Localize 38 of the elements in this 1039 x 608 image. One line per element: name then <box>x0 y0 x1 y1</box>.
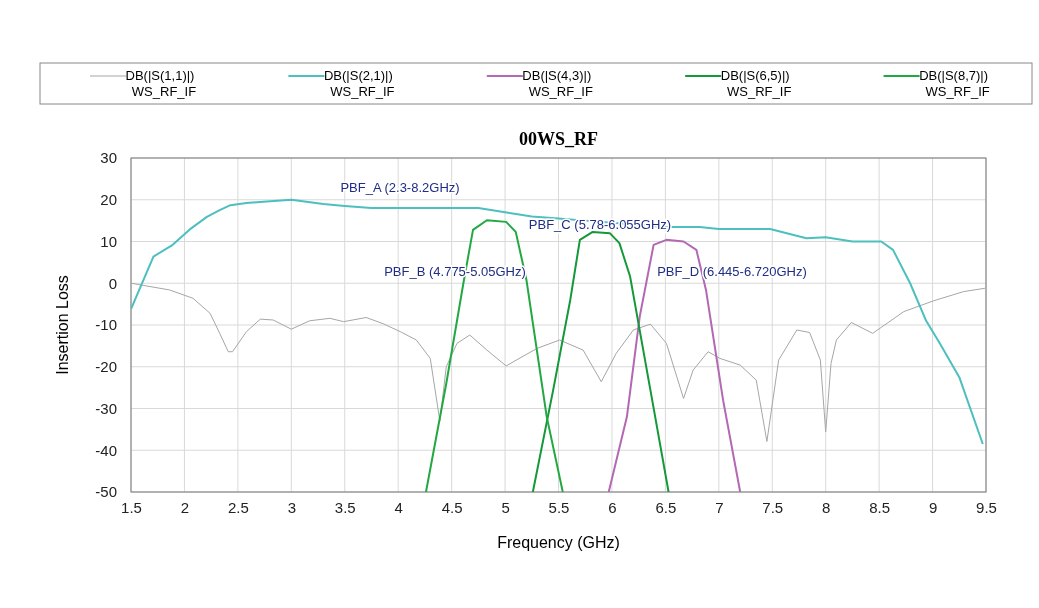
y-axis-title: Insertion Loss <box>54 275 71 375</box>
y-tick-label: -40 <box>95 441 117 459</box>
legend-label: DB(|S(6,5)|) WS_RF_IF <box>720 68 792 99</box>
chart-title: 00WS_RF <box>518 129 599 149</box>
x-axis-title: Frequency (GHz) <box>497 534 620 551</box>
x-tick-label: 1.5 <box>121 498 142 516</box>
x-tick-label: 2.5 <box>227 498 249 516</box>
legend-label: DB(|S(8,7)|) WS_RF_IF <box>919 68 990 99</box>
annotation: PBF_A (2.3-8.2GHz) <box>340 180 460 196</box>
legend-label: DB(|S(1,1)|) WS_RF_IF <box>125 68 197 99</box>
x-tick-label: 7 <box>715 498 724 516</box>
x-tick-label: 9 <box>928 498 938 516</box>
y-tick-label: 10 <box>100 232 117 250</box>
y-tick-label: 30 <box>100 149 117 167</box>
x-tick-label: 5 <box>501 498 510 516</box>
x-tick-label: 6 <box>608 498 617 516</box>
x-tick-label: 9.5 <box>976 498 997 516</box>
x-tick-label: 6.5 <box>655 498 677 516</box>
x-tick-label: 3.5 <box>334 498 356 516</box>
legend-label: DB(|S(2,1)|) WS_RF_IF <box>323 68 395 99</box>
x-tick-label: 3 <box>287 498 296 516</box>
y-tick-label: -50 <box>95 483 117 501</box>
x-tick-label: 8.5 <box>869 498 891 516</box>
x-tick-label: 2 <box>180 498 190 516</box>
y-tick-label: -30 <box>95 399 117 417</box>
line-series <box>131 282 986 442</box>
x-tick-label: 8 <box>822 498 831 516</box>
x-tick-label: 7.5 <box>762 498 784 516</box>
y-tick-label: 0 <box>108 274 117 292</box>
y-tick-label: -20 <box>95 358 117 376</box>
legend-label: DB(|S(4,3)|) WS_RF_IF <box>522 68 593 99</box>
y-tick-label: 20 <box>100 191 117 209</box>
x-tick-label: 4 <box>394 498 403 516</box>
x-tick-label: 4.5 <box>441 498 463 516</box>
x-tick-label: 5.5 <box>548 498 570 516</box>
annotation: PBF_D (6.445-6.720GHz) <box>657 264 807 280</box>
y-tick-label: -10 <box>95 316 117 334</box>
line-series <box>131 198 984 445</box>
